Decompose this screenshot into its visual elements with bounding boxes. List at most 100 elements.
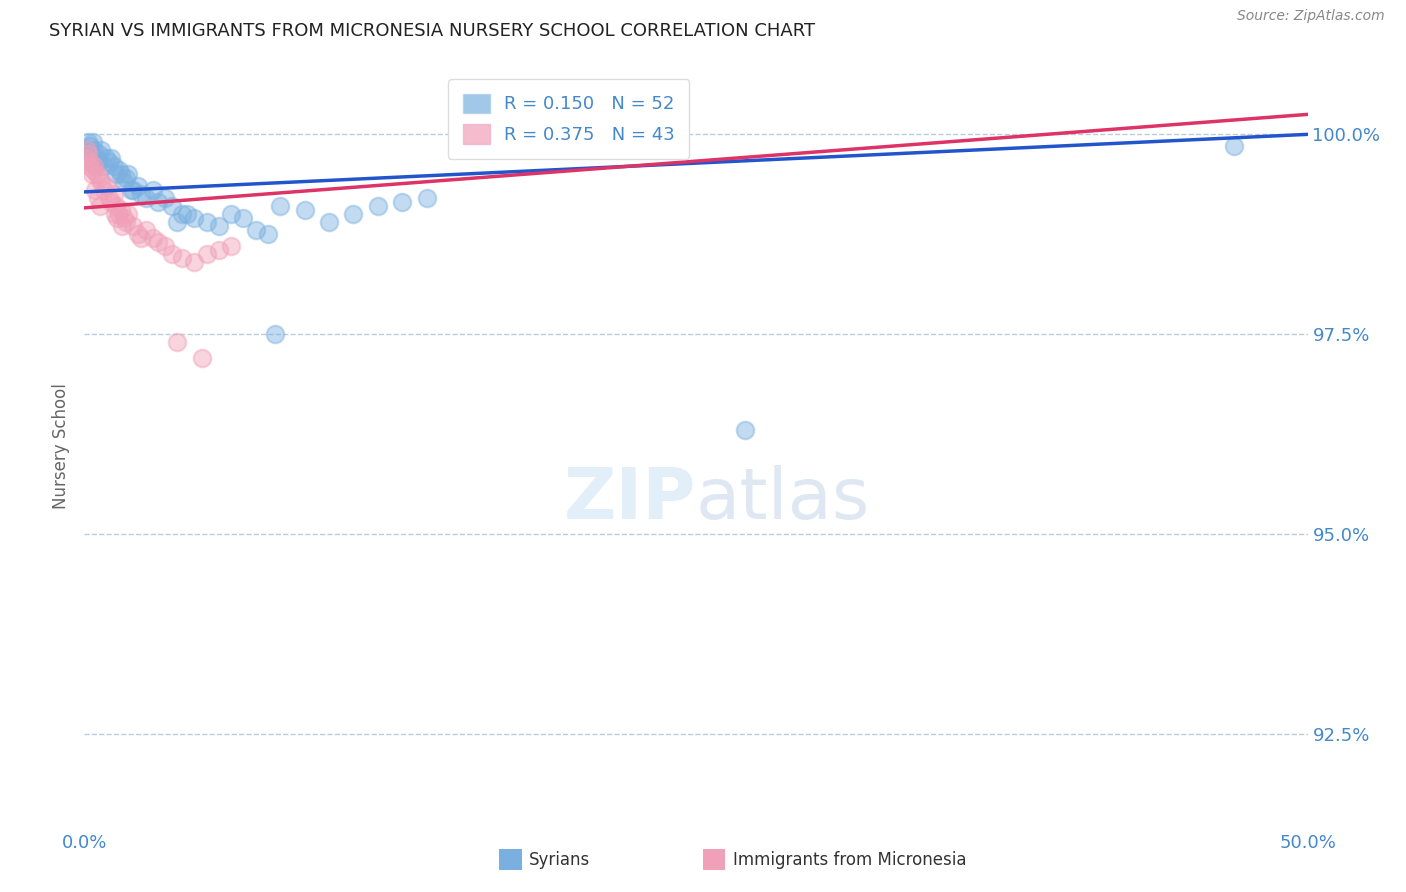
Text: SYRIAN VS IMMIGRANTS FROM MICRONESIA NURSERY SCHOOL CORRELATION CHART: SYRIAN VS IMMIGRANTS FROM MICRONESIA NUR… <box>49 22 815 40</box>
Point <box>86 151 108 165</box>
Point <box>82 136 104 150</box>
Point <box>103 159 125 173</box>
Point <box>176 207 198 221</box>
Point <box>80 167 103 181</box>
Text: Source: ZipAtlas.com: Source: ZipAtlas.com <box>1237 9 1385 23</box>
Point <box>115 215 138 229</box>
Point <box>77 136 100 150</box>
Point <box>172 251 194 265</box>
Point <box>97 191 120 205</box>
Point <box>115 171 138 186</box>
Point <box>146 195 169 210</box>
Point <box>107 207 129 221</box>
Point <box>146 235 169 250</box>
Point <box>105 199 128 213</box>
Point <box>112 211 135 226</box>
Point <box>129 231 152 245</box>
Point <box>153 191 176 205</box>
Legend: R = 0.150   N = 52, R = 0.375   N = 43: R = 0.150 N = 52, R = 0.375 N = 43 <box>449 79 689 159</box>
Point <box>96 151 118 165</box>
Point <box>83 144 105 158</box>
Point <box>90 175 112 189</box>
Point <box>83 159 105 173</box>
Point <box>127 179 149 194</box>
Point <box>191 351 214 365</box>
Point <box>77 147 100 161</box>
Point <box>77 151 100 165</box>
Point <box>318 215 340 229</box>
Point <box>195 215 218 229</box>
Point <box>269 199 291 213</box>
Point <box>100 151 122 165</box>
Point <box>103 187 125 202</box>
Point <box>104 207 127 221</box>
Point <box>100 195 122 210</box>
Point <box>112 175 135 189</box>
Point <box>84 159 107 173</box>
Point <box>183 255 205 269</box>
Point <box>166 335 188 350</box>
Point <box>122 219 145 234</box>
Point <box>264 327 287 342</box>
Point <box>166 215 188 229</box>
Point <box>183 211 205 226</box>
Point <box>120 183 142 197</box>
Point <box>75 151 97 165</box>
Text: Syrians: Syrians <box>529 851 591 869</box>
Point <box>97 155 120 169</box>
Text: Immigrants from Micronesia: Immigrants from Micronesia <box>733 851 966 869</box>
Point <box>105 167 128 181</box>
Point <box>135 191 157 205</box>
Point <box>367 199 389 213</box>
Point <box>80 147 103 161</box>
Point <box>89 199 111 213</box>
Point <box>111 219 134 234</box>
Point <box>110 203 132 218</box>
Point <box>257 227 280 242</box>
Text: ZIP: ZIP <box>564 466 696 534</box>
Point <box>107 163 129 178</box>
Point <box>93 159 115 173</box>
Point <box>76 144 98 158</box>
Y-axis label: Nursery School: Nursery School <box>52 383 70 509</box>
Point <box>294 203 316 218</box>
Point <box>195 247 218 261</box>
Point <box>734 423 756 437</box>
Point <box>96 179 118 194</box>
Point <box>117 167 139 181</box>
Point <box>342 207 364 221</box>
Point <box>1223 139 1246 153</box>
Point <box>87 191 110 205</box>
Point <box>135 223 157 237</box>
Point <box>87 147 110 161</box>
Point <box>127 227 149 242</box>
Point <box>84 183 107 197</box>
Point <box>117 207 139 221</box>
Point <box>93 183 115 197</box>
Point <box>162 247 184 261</box>
Point <box>90 144 112 158</box>
Point <box>219 207 242 221</box>
Text: atlas: atlas <box>696 466 870 534</box>
Point <box>122 183 145 197</box>
Point <box>129 187 152 202</box>
Point <box>245 223 267 237</box>
Point <box>162 199 184 213</box>
Point <box>142 231 165 245</box>
Point <box>87 155 110 169</box>
Point <box>208 244 231 258</box>
Point <box>105 211 128 226</box>
Point <box>153 239 176 253</box>
Point <box>87 171 110 186</box>
Point <box>142 183 165 197</box>
Point <box>172 207 194 221</box>
Point <box>82 163 104 178</box>
Point <box>232 211 254 226</box>
Point <box>77 159 100 173</box>
Point <box>416 191 439 205</box>
Point <box>86 167 108 181</box>
Point <box>110 167 132 181</box>
Point <box>79 139 101 153</box>
Point <box>208 219 231 234</box>
Point <box>391 195 413 210</box>
